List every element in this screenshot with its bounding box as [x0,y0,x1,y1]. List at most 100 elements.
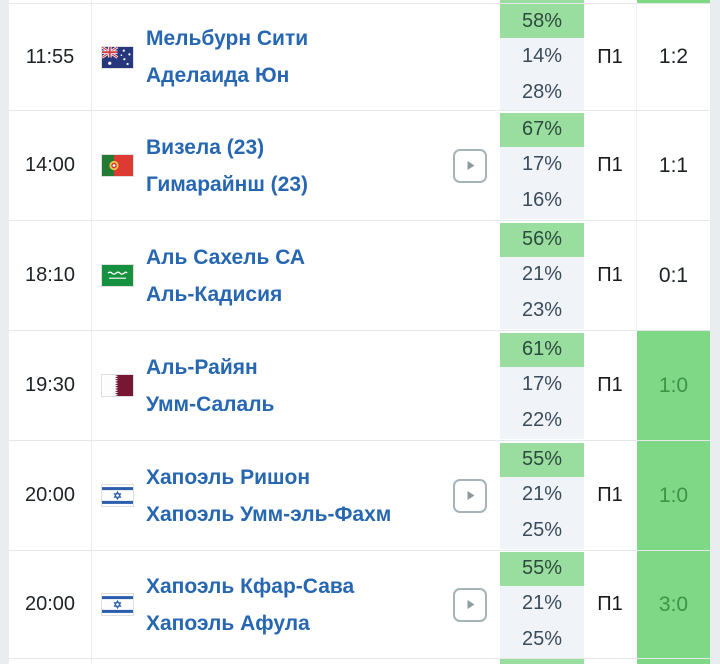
probability-home-win: 58% [500,4,584,38]
probability-draw: 21% [500,476,584,513]
match-score: 1:0 [636,331,710,440]
play-icon [467,491,474,500]
match-score: 1:1 [636,111,710,220]
flag-portugal-icon [102,155,133,176]
video-play-button[interactable] [453,587,487,622]
home-team-link[interactable]: Хапоэль Кфар-Сава [146,574,355,598]
match-time: 20:00 [9,551,92,658]
match-row[interactable]: 19:30 Аль-Райян Умм-Салаль 61% 17% 22% П… [9,330,710,440]
match-row[interactable]: 14:00 Визела (23) Гимарайнш (23) 67% 17%… [9,110,710,220]
probability-stack: 61% 17% 22% [500,331,584,440]
match-cell: Аль Сахель СА Аль-Кадисия [92,221,500,330]
match-cell: Мельбурн Сити Аделаида Юн [92,4,500,110]
sliver-prediction-cell [584,659,636,664]
sliver-probability-cell [500,0,584,3]
match-row[interactable]: 11:55 Мельбурн Сити Аделаида Юн 58% 14% … [9,3,710,110]
previous-row-sliver [9,0,710,3]
home-team-link[interactable]: Мельбурн Сити [146,27,309,50]
match-row[interactable]: 20:00 Хапоэль Ришон Хапоэль Умм-эль-Фахм… [9,440,710,550]
flag-qatar-icon [102,375,133,396]
sliver-score-cell [636,659,710,664]
match-cell: Хапоэль Ришон Хапоэль Умм-эль-Фахм [92,441,500,550]
probability-home-win: 55% [500,551,584,586]
match-score: 0:1 [636,221,710,330]
sliver-time-cell [9,0,92,3]
prediction-label: П1 [597,593,623,615]
match-score: 3:0 [636,551,710,658]
match-cell: Визела (23) Гимарайнш (23) [92,111,500,220]
match-time: 19:30 [9,331,92,440]
teams: Мельбурн Сити Аделаида Юн [146,20,308,94]
probability-home-win: 67% [500,112,584,147]
probability-draw: 17% [500,146,584,183]
away-team-link[interactable]: Аль-Кадисия [146,282,283,306]
teams: Хапоэль Ришон Хапоэль Умм-эль-Фахм [146,459,391,533]
match-time: 18:10 [9,221,92,330]
prediction-label: П1 [597,154,623,176]
probability-home-win: 61% [500,332,584,367]
play-icon [467,161,474,170]
home-team-link[interactable]: Хапоэль Ришон [146,465,311,489]
teams: Аль-Райян Умм-Салаль [146,349,274,423]
flag-slot [102,594,133,615]
sliver-time-cell [9,659,92,664]
probability-draw: 17% [500,366,584,403]
probability-draw: 21% [500,256,584,293]
flag-slot [102,46,133,68]
probability-stack: 56% 21% 23% [500,221,584,330]
away-team-link[interactable]: Гимарайнш (23) [146,172,309,196]
flag-slot [102,485,133,506]
sliver-match-cell [92,659,500,664]
probability-away-win: 16% [500,182,584,219]
flag-saudi-arabia-icon [102,265,133,286]
prediction-label: П1 [597,45,623,68]
home-team-link[interactable]: Аль-Райян [146,355,258,379]
sliver-match-cell [92,0,500,3]
teams: Аль Сахель СА Аль-Кадисия [146,239,305,313]
home-team-link[interactable]: Аль Сахель СА [146,245,306,269]
prediction-label: П1 [597,264,623,286]
away-team-link[interactable]: Хапоэль Афула [146,611,310,635]
away-team-link[interactable]: Хапоэль Умм-эль-Фахм [146,502,392,526]
probability-stack: 58% 14% 28% [500,4,584,110]
match-score: 1:0 [636,441,710,550]
flag-slot [102,375,133,396]
match-time: 14:00 [9,111,92,220]
next-row-sliver [9,658,710,664]
match-cell: Аль-Райян Умм-Салаль [92,331,500,440]
match-time: 20:00 [9,441,92,550]
probability-away-win: 25% [500,621,584,658]
sliver-probability-cell [500,659,584,664]
flag-israel-icon [102,485,133,506]
match-cell: Хапоэль Кфар-Сава Хапоэль Афула [92,551,500,658]
play-icon [467,600,474,609]
probability-home-win: 56% [500,222,584,257]
match-row[interactable]: 20:00 Хапоэль Кфар-Сава Хапоэль Афула 55… [9,550,710,658]
probability-draw: 21% [500,585,584,622]
away-team-link[interactable]: Аделаида Юн [146,64,290,87]
flag-israel-icon [102,594,133,615]
video-play-button[interactable] [453,478,487,513]
home-team-link[interactable]: Визела (23) [146,135,265,159]
match-row[interactable]: 18:10 Аль Сахель СА Аль-Кадисия 56% 21% … [9,220,710,330]
probability-stack: 55% 21% 25% [500,441,584,550]
probability-away-win: 23% [500,292,584,329]
teams: Хапоэль Кфар-Сава Хапоэль Афула [146,568,354,642]
video-play-button[interactable] [453,148,487,183]
prediction-label: П1 [597,484,623,506]
flag-slot [102,265,133,286]
match-time: 11:55 [9,4,92,110]
prediction-label: П1 [597,374,623,396]
sliver-prediction-cell [584,0,636,3]
match-score: 1:2 [636,4,710,110]
sliver-score-cell [636,0,710,3]
probability-draw: 14% [500,38,584,74]
away-team-link[interactable]: Умм-Салаль [146,392,275,416]
probability-away-win: 22% [500,402,584,439]
probability-stack: 67% 17% 16% [500,111,584,220]
flag-australia-icon [102,46,133,68]
probability-stack: 55% 21% 25% [500,551,584,658]
teams: Визела (23) Гимарайнш (23) [146,129,308,203]
predictions-table: 11:55 Мельбурн Сити Аделаида Юн 58% 14% … [9,0,710,664]
